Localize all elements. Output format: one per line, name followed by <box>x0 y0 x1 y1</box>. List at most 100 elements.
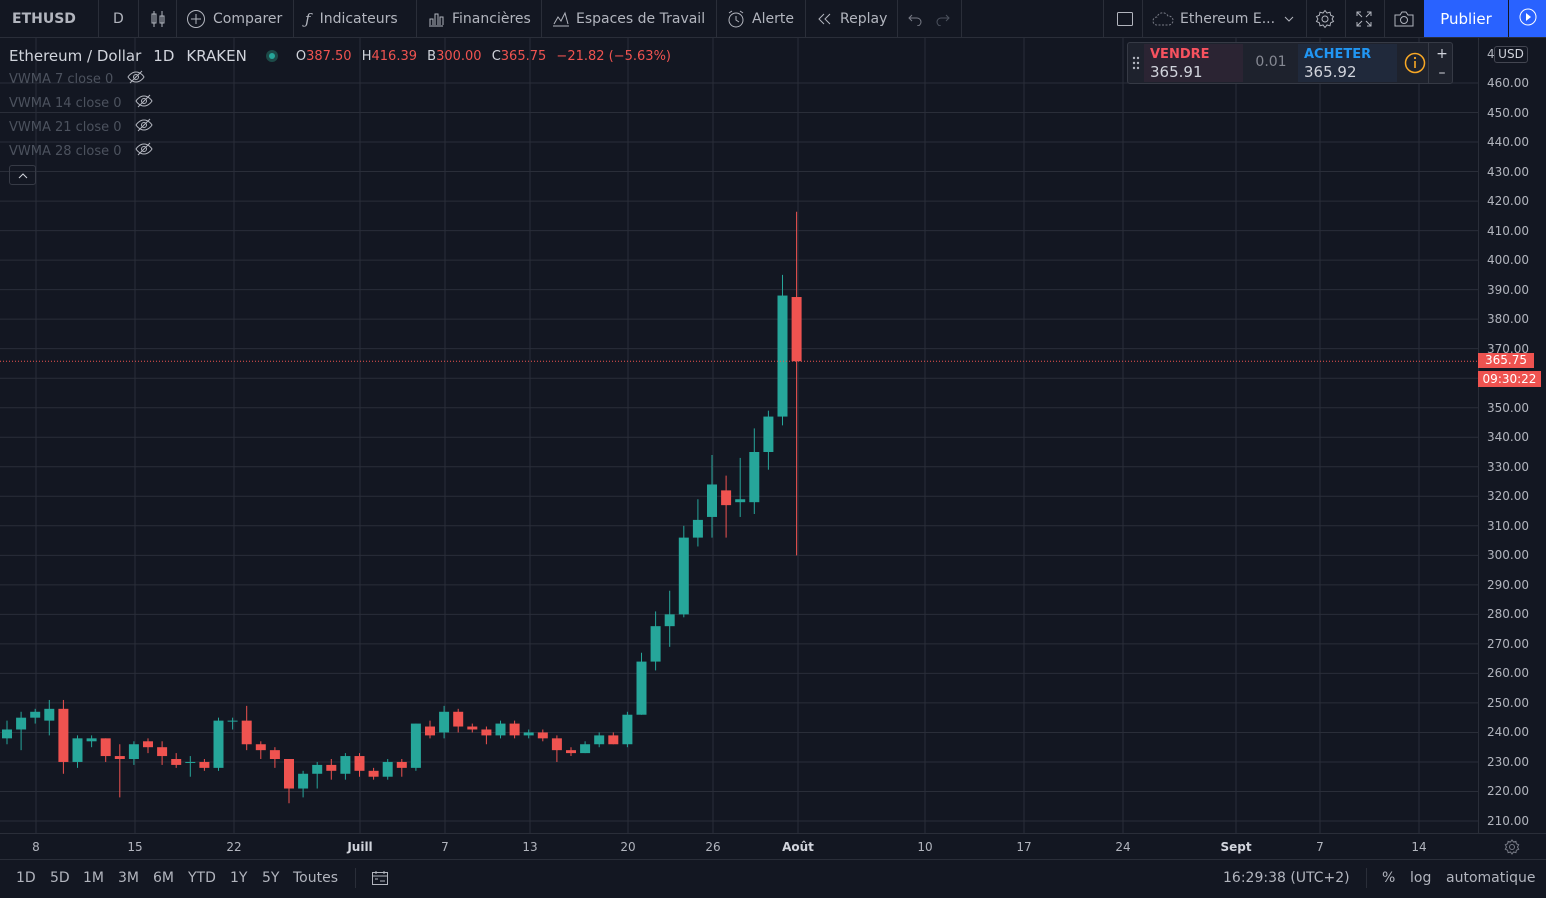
candle <box>368 767 379 780</box>
range-6m[interactable]: 6M <box>153 870 174 886</box>
date-tick-label: 7 <box>441 840 449 854</box>
eye-hidden-icon[interactable] <box>135 142 153 160</box>
snapshot-button[interactable] <box>1393 0 1415 37</box>
candle-body <box>340 756 351 774</box>
financials-button[interactable]: Financières <box>427 0 531 37</box>
candle-body <box>171 759 182 765</box>
eye-hidden-icon[interactable] <box>135 118 153 136</box>
candle <box>100 738 111 762</box>
alert-button[interactable]: Alerte <box>726 0 794 37</box>
range-ytd[interactable]: YTD <box>188 870 216 886</box>
legend-interval: 1D <box>153 47 175 65</box>
change-value: −21.82 (−5.63%) <box>556 48 671 64</box>
buy-button[interactable]: ACHETER 365.92 <box>1298 44 1397 82</box>
indicator-vwma-14[interactable]: VWMA 14 close 0 <box>9 93 153 113</box>
eye-hidden-icon[interactable] <box>127 70 145 88</box>
price-tick-label: 380.00 <box>1487 312 1529 327</box>
symbol-search[interactable]: ETHUSD <box>12 10 76 27</box>
candle-body <box>523 732 534 736</box>
price-tick-label: 280.00 <box>1487 607 1529 622</box>
price-tick-label: 320.00 <box>1487 489 1529 504</box>
range-3m[interactable]: 3M <box>118 870 139 886</box>
chart-pane[interactable] <box>0 38 1478 833</box>
redo-button[interactable] <box>935 0 951 37</box>
range-1m[interactable]: 1M <box>83 870 104 886</box>
price-tick-label: 270.00 <box>1487 636 1529 651</box>
candle <box>721 475 732 538</box>
interval-button[interactable]: D <box>113 10 124 27</box>
candle-body <box>425 726 435 736</box>
info-icon[interactable] <box>1404 52 1426 78</box>
price-axis[interactable] <box>1478 38 1546 833</box>
log-toggle[interactable]: log <box>1410 870 1432 886</box>
sell-button[interactable]: VENDRE 365.91 <box>1144 44 1243 82</box>
axis-settings-icon[interactable] <box>1504 839 1520 859</box>
divider <box>293 0 294 37</box>
candle-body <box>396 761 407 768</box>
layout-select-button[interactable] <box>1116 0 1134 37</box>
collapse-indicators-button[interactable] <box>9 165 36 185</box>
candle <box>439 705 450 739</box>
settings-button[interactable] <box>1315 0 1335 37</box>
range-all[interactable]: Toutes <box>293 870 339 886</box>
range-5d[interactable]: 5D <box>50 870 70 886</box>
candle-body <box>509 723 520 736</box>
range-5y[interactable]: 5Y <box>262 870 280 886</box>
quantity-field[interactable]: 0.01 <box>1255 54 1287 70</box>
range-1d[interactable]: 1D <box>16 870 36 886</box>
candle-body <box>749 452 760 503</box>
range-1y[interactable]: 1Y <box>230 870 248 886</box>
gear-icon <box>1315 9 1335 29</box>
clock[interactable]: 16:29:38 (UTC+2) <box>1223 870 1350 886</box>
workspaces-button[interactable]: Espaces de Travail <box>552 0 705 37</box>
candle <box>227 717 238 730</box>
undo-button[interactable] <box>907 0 923 37</box>
indicator-vwma-21[interactable]: VWMA 21 close 0 <box>9 117 153 137</box>
candle-body <box>255 744 266 751</box>
candle <box>636 652 647 715</box>
candle <box>382 759 393 780</box>
candle-body <box>199 761 210 768</box>
workspaces-label: Espaces de Travail <box>576 10 706 27</box>
currency-button[interactable]: USD <box>1494 46 1528 63</box>
replay-label: Replay <box>840 10 888 27</box>
price-tick-label: 330.00 <box>1487 459 1529 474</box>
candlestick-chart[interactable] <box>0 38 1478 833</box>
candle-body <box>721 490 732 506</box>
price-tick-label: 290.00 <box>1487 577 1529 592</box>
minus-button[interactable]: – <box>1438 65 1446 81</box>
candle <box>44 699 55 736</box>
candle <box>16 711 27 751</box>
candle <box>495 720 506 739</box>
candle <box>326 759 337 780</box>
fullscreen-button[interactable] <box>1355 0 1373 37</box>
indicator-vwma-7[interactable]: VWMA 7 close 0 <box>9 69 145 89</box>
chart-type-button[interactable] <box>149 0 167 37</box>
drag-handle-icon[interactable] <box>1132 56 1140 74</box>
auto-toggle[interactable]: automatique <box>1446 870 1536 886</box>
plus-button[interactable]: + <box>1436 46 1448 62</box>
date-tick-label: 26 <box>705 840 721 854</box>
date-range-icon[interactable] <box>371 870 389 890</box>
date-tick-label: 10 <box>917 840 933 854</box>
time-axis[interactable] <box>0 833 1546 859</box>
candle-body <box>707 484 717 517</box>
save-layout-button[interactable]: Ethereum E... <box>1151 0 1294 37</box>
eye-hidden-icon[interactable] <box>135 94 153 112</box>
date-tick-label: 22 <box>226 840 242 854</box>
replay-button[interactable]: Replay <box>816 0 887 37</box>
candle-body <box>537 732 548 739</box>
ohlc-values: O387.50 H416.39 B300.00 C365.75 −21.82 (… <box>296 49 677 64</box>
bar-countdown-badge: 09:30:22 <box>1478 371 1541 387</box>
percent-toggle[interactable]: % <box>1382 870 1396 886</box>
indicator-vwma-28[interactable]: VWMA 28 close 0 <box>9 141 153 161</box>
indicators-button[interactable]: ƒ Indicateurs <box>305 0 398 37</box>
compare-button[interactable]: Comparer <box>186 0 282 37</box>
candle <box>171 753 182 768</box>
publish-button[interactable]: Publier <box>1424 0 1508 37</box>
candle <box>269 747 280 768</box>
candle <box>749 428 760 514</box>
symbol-title[interactable]: Ethereum / Dollar <box>9 47 142 65</box>
divider <box>1366 868 1367 888</box>
play-button[interactable] <box>1509 0 1546 37</box>
